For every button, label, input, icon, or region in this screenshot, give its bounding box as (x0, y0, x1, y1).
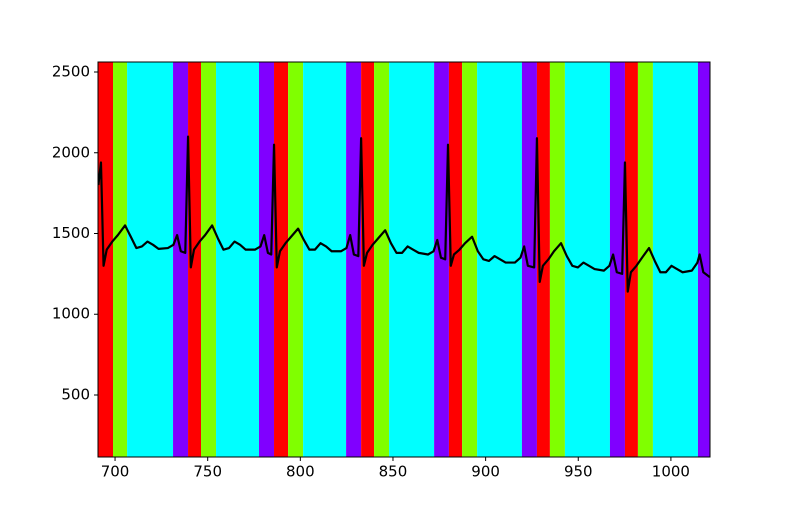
background-span (609, 62, 625, 457)
background-span (434, 62, 449, 457)
background-span (389, 62, 435, 457)
background-span (448, 62, 463, 457)
background-span (652, 62, 698, 457)
signal-line (98, 135, 710, 293)
background-span (374, 62, 390, 457)
background-span (549, 62, 565, 457)
y-tick-label: 1000 (52, 305, 90, 323)
background-span (536, 62, 550, 457)
y-tick-label: 2500 (52, 63, 90, 81)
x-tick-label: 850 (379, 463, 408, 481)
x-tick-label: 900 (471, 463, 500, 481)
plot-area (98, 62, 710, 457)
background-span (521, 62, 537, 457)
background-span (303, 62, 347, 457)
x-tick-label: 700 (101, 463, 130, 481)
axes-frame (97, 61, 711, 458)
background-span (462, 62, 478, 457)
background-span (564, 62, 610, 457)
background-span (201, 62, 217, 457)
background-span (259, 62, 275, 457)
background-span (697, 62, 710, 457)
y-tick-label: 500 (61, 385, 90, 403)
background-span (127, 62, 174, 457)
x-tick-label: 750 (193, 463, 222, 481)
background-span (361, 62, 375, 457)
y-tick-label: 2000 (52, 143, 90, 161)
background-span (274, 62, 289, 457)
background-span (346, 62, 362, 457)
x-tick-label: 1000 (652, 463, 690, 481)
x-tick-label: 950 (564, 463, 593, 481)
y-tick-label: 1500 (52, 224, 90, 242)
background-span (288, 62, 304, 457)
x-tick-label: 800 (286, 463, 315, 481)
background-span (637, 62, 653, 457)
background-span (216, 62, 260, 457)
background-span (173, 62, 189, 457)
background-span (113, 62, 128, 457)
background-span (624, 62, 638, 457)
background-span (188, 62, 202, 457)
